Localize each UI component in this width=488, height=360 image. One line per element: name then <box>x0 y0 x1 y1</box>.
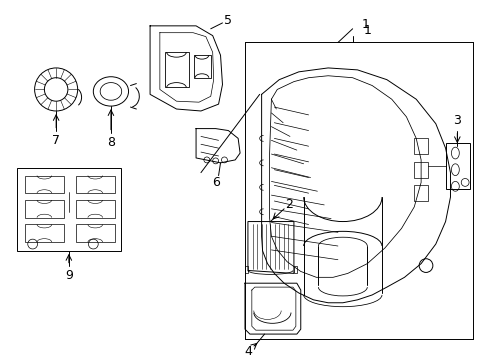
Text: 3: 3 <box>452 114 460 127</box>
Text: 1: 1 <box>363 24 370 37</box>
Text: 2: 2 <box>285 198 292 211</box>
Text: 8: 8 <box>107 136 115 149</box>
Text: 7: 7 <box>52 134 60 147</box>
Text: 4: 4 <box>244 345 251 358</box>
Text: 5: 5 <box>224 14 232 27</box>
Text: 6: 6 <box>211 176 219 189</box>
Text: 1: 1 <box>361 18 368 31</box>
Text: 9: 9 <box>65 269 73 282</box>
